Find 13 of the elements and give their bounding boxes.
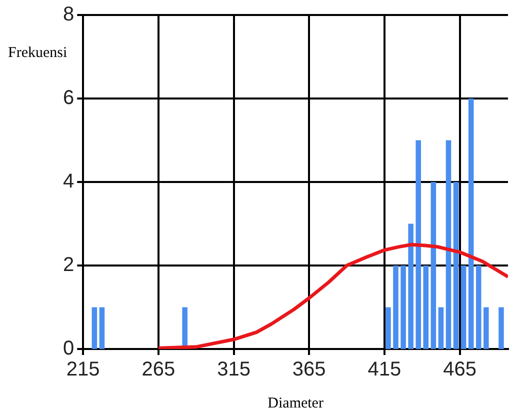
y-tick-label: 2 (63, 254, 74, 276)
y-tick-label: 4 (63, 170, 74, 193)
x-tick-label: 315 (217, 358, 250, 381)
x-tick-label: 365 (292, 358, 326, 381)
x-axis-title: Diameter (268, 395, 324, 412)
y-tick-label: 8 (63, 4, 74, 26)
x-tick-label: 415 (368, 358, 402, 381)
y-tick-label: 0 (63, 338, 74, 360)
y-axis-title: Frekuensi (8, 44, 68, 61)
x-tick-label: 215 (66, 358, 100, 381)
y-tick-label: 6 (63, 87, 74, 110)
x-tick-label: 465 (443, 358, 476, 381)
x-tick-label: 265 (142, 358, 176, 381)
